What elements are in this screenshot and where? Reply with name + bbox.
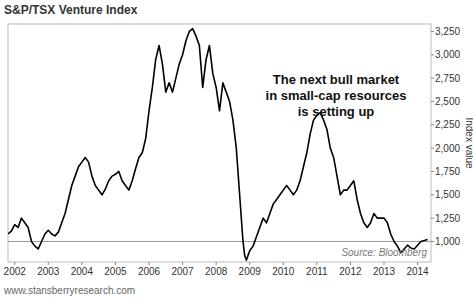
x-tick-label: 2004: [71, 266, 94, 277]
y-tick: [431, 124, 434, 125]
annotation: is setting up: [298, 104, 375, 119]
x-tick-label: 2005: [104, 266, 127, 277]
footer: www.stansberryresearch.com: [3, 285, 135, 296]
y-tick-label: 1,500: [435, 189, 460, 200]
x-tick: [249, 262, 250, 265]
x-tick-label: 2007: [171, 266, 194, 277]
y-tick-label: 1,000: [435, 236, 460, 247]
y-tick: [431, 78, 434, 79]
x-tick-label: 2002: [4, 266, 27, 277]
x-tick-label: 2013: [373, 266, 396, 277]
x-tick-label: 2006: [138, 266, 161, 277]
x-tick-label: 2011: [306, 266, 328, 277]
plot-area: [8, 29, 431, 260]
y-tick: [431, 171, 434, 172]
x-tick-label: 2010: [272, 266, 295, 277]
y-tick-label: 2,500: [435, 96, 460, 107]
x-tick: [182, 262, 183, 265]
y-tick: [431, 241, 434, 242]
plot-frame: [8, 24, 431, 262]
x-tick-label: 2012: [339, 266, 362, 277]
y-tick-label: 3,000: [435, 49, 460, 60]
y-tick: [431, 54, 434, 55]
x-tick-label: 2008: [205, 266, 228, 277]
reference-line: [8, 241, 431, 242]
annotation: in small-cap resources: [266, 88, 407, 103]
x-tick-label: 2003: [37, 266, 60, 277]
chart: S&P/TSX Venture Index 1,000 1,250 1,500 1,75…: [0, 0, 473, 301]
y-tick-label: 3,250: [435, 26, 460, 37]
source: Source: Bloomberg: [341, 247, 427, 258]
y-tick-label: 1,750: [435, 166, 460, 177]
x-tick: [316, 262, 317, 265]
x-tick: [384, 262, 385, 265]
y-tick: [431, 148, 434, 149]
y-tick: [431, 194, 434, 195]
y-tick-label: 1,250: [435, 213, 460, 224]
y-tick: [431, 31, 434, 32]
y-tick: [431, 101, 434, 102]
x-tick-label: 2009: [239, 266, 262, 277]
y-axis-label: Index value: [464, 117, 473, 169]
y-tick: [431, 218, 434, 219]
x-tick: [216, 262, 217, 265]
index-line: [8, 29, 428, 260]
x-tick: [149, 262, 150, 265]
x-tick: [81, 262, 82, 265]
x-tick-label: 2014: [406, 266, 429, 277]
title: S&P/TSX Venture Index: [4, 3, 138, 17]
x-tick: [14, 262, 15, 265]
y-tick-label: 2,000: [435, 143, 460, 154]
annotation: The next bull market: [273, 72, 400, 87]
x-tick: [417, 262, 418, 265]
x-tick: [48, 262, 49, 265]
x-tick: [283, 262, 284, 265]
y-tick-label: 2,250: [435, 119, 460, 130]
y-tick-label: 2,750: [435, 73, 460, 84]
x-tick: [115, 262, 116, 265]
x-tick: [350, 262, 351, 265]
